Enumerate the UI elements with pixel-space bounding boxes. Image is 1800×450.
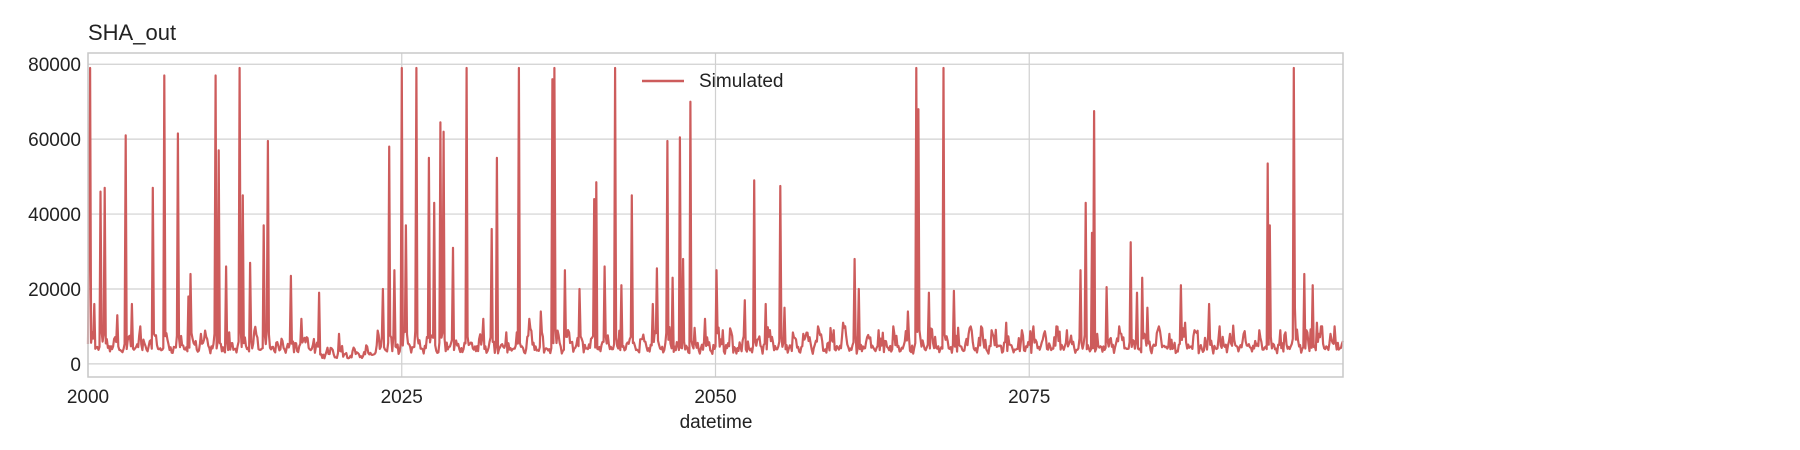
x-tick-label: 2050	[694, 387, 736, 408]
y-tick-label: 40000	[28, 205, 81, 226]
y-tick-label: 0	[70, 355, 81, 376]
y-tick-label: 80000	[28, 55, 81, 76]
x-tick-label: 2025	[381, 387, 423, 408]
axes-frame	[87, 52, 1344, 378]
series-line-simulated	[86, 66, 1345, 360]
series-layer	[86, 66, 1345, 360]
legend-label-simulated: Simulated	[699, 71, 784, 92]
y-tick-label: 60000	[28, 130, 81, 151]
x-axis-label: datetime	[680, 412, 753, 433]
chart-title: SHA_out	[88, 20, 176, 45]
x-tick-label: 2075	[1008, 387, 1050, 408]
tick-labels: 2000 2025 2050 2075 0 20000 40000 60000 80000	[28, 55, 1050, 408]
legend: Simulated	[642, 71, 784, 92]
x-tick-label: 2000	[67, 387, 109, 408]
y-tick-label: 20000	[28, 280, 81, 301]
plot-frame	[87, 52, 1344, 378]
